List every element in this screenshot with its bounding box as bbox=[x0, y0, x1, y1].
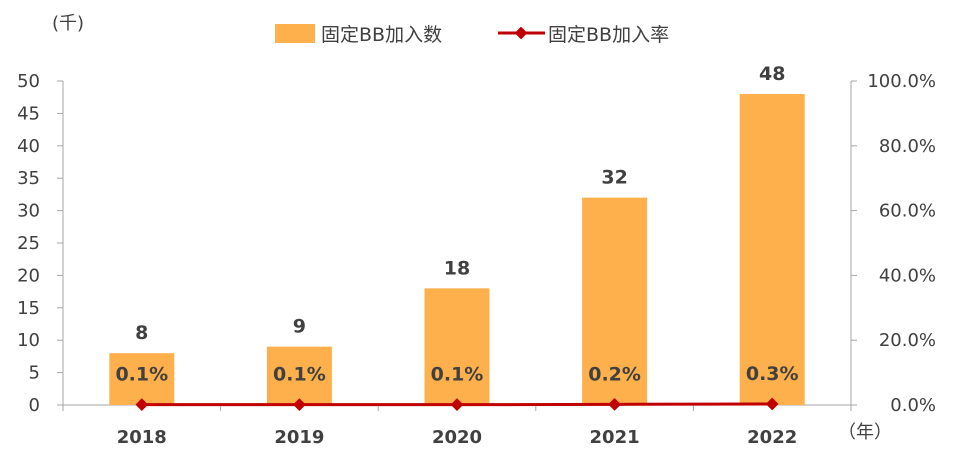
right-axis-tick-label: 80.0% bbox=[879, 136, 936, 157]
data-labels: 8 9 18 32 48 0.1% 0.1% 0.1% 0.2% 0.3% bbox=[115, 63, 798, 386]
bar bbox=[739, 93, 805, 406]
right-axis-tick-label: 0.0% bbox=[890, 395, 936, 416]
right-axis-tick-label: 40.0% bbox=[879, 265, 936, 286]
x-axis-tick-label: 2021 bbox=[590, 427, 640, 448]
left-axis-tick-label: 10 bbox=[17, 330, 40, 351]
x-axis-unit-label: （年） bbox=[838, 422, 892, 443]
left-axis-unit-label: (千) bbox=[52, 13, 84, 34]
legend: 固定BB加入数 固定BB加入率 bbox=[275, 24, 669, 46]
left-axis-tick-label: 50 bbox=[17, 71, 40, 92]
rate-line-marker bbox=[450, 398, 464, 412]
x-axis-tick-label: 2020 bbox=[432, 427, 482, 448]
rate-line-marker bbox=[135, 398, 149, 412]
left-axis-tick-label: 45 bbox=[17, 103, 40, 124]
rate-value-label: 0.1% bbox=[115, 364, 168, 386]
left-axis-tick-label: 40 bbox=[17, 136, 40, 157]
left-axis-tick-label: 25 bbox=[17, 233, 40, 254]
bar-value-label: 32 bbox=[601, 167, 627, 189]
legend-label-line: 固定BB加入率 bbox=[548, 24, 669, 46]
legend-swatch-bar bbox=[275, 24, 315, 43]
bar-value-label: 9 bbox=[293, 316, 306, 338]
bar-value-label: 8 bbox=[135, 322, 148, 344]
bar-value-label: 48 bbox=[759, 63, 785, 85]
x-axis-tick-label: 2018 bbox=[117, 427, 167, 448]
x-axis-tick-label: 2022 bbox=[747, 427, 797, 448]
rate-line bbox=[135, 397, 779, 412]
rate-value-label: 0.3% bbox=[746, 363, 799, 385]
right-axis-tick-label: 60.0% bbox=[879, 201, 936, 222]
rate-value-label: 0.1% bbox=[431, 364, 484, 386]
left-axis-tick-label: 30 bbox=[17, 201, 40, 222]
left-axis-tick-label: 5 bbox=[29, 363, 40, 384]
left-axis-tick-label: 20 bbox=[17, 265, 40, 286]
bar bbox=[109, 353, 175, 405]
axes: 0 5 10 15 20 25 30 35 40 45 50 0.0% 20.0% 40.0% 60.0% 8… bbox=[17, 71, 936, 448]
bar-value-label: 18 bbox=[444, 257, 470, 279]
left-axis-tick-label: 35 bbox=[17, 168, 40, 189]
bars bbox=[109, 93, 805, 406]
right-axis-tick-label: 20.0% bbox=[879, 330, 936, 351]
right-axis-tick-label: 100.0% bbox=[867, 71, 936, 92]
rate-value-label: 0.2% bbox=[588, 363, 641, 385]
legend-label-bar: 固定BB加入数 bbox=[321, 24, 442, 46]
left-axis-tick-label: 0 bbox=[29, 395, 40, 416]
left-axis-tick-label: 15 bbox=[17, 298, 40, 319]
bar bbox=[582, 197, 648, 405]
rate-value-label: 0.1% bbox=[273, 364, 326, 386]
rate-line-marker bbox=[293, 398, 306, 412]
legend-swatch-marker bbox=[514, 26, 528, 40]
x-axis-tick-label: 2019 bbox=[274, 427, 324, 448]
bar bbox=[266, 346, 332, 405]
bar bbox=[424, 288, 490, 405]
